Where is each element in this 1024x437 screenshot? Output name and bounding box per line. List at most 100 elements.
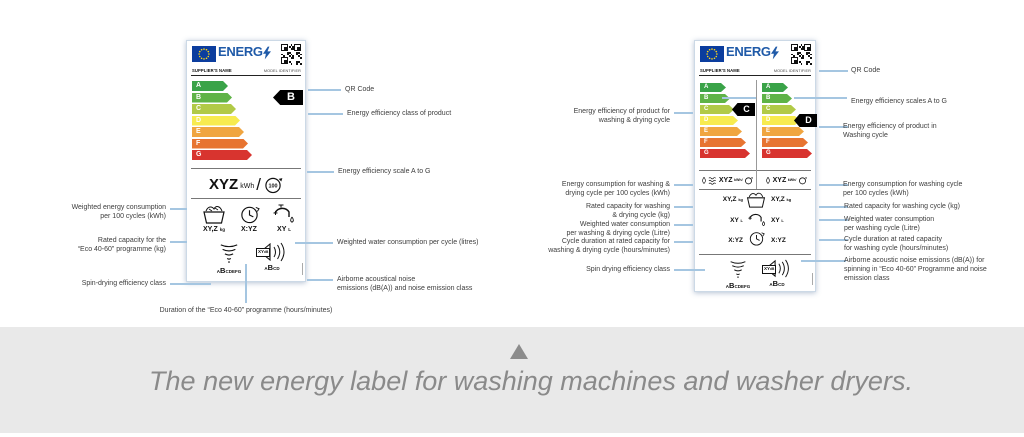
scale-arrow-b: B bbox=[700, 94, 730, 103]
scale-arrow-a: A bbox=[192, 81, 228, 91]
connector-line bbox=[308, 89, 341, 91]
lightning-bolt-icon bbox=[262, 46, 271, 60]
energ-logo-text: ENERG bbox=[218, 44, 263, 59]
scale-arrow-b: B bbox=[192, 93, 232, 103]
spin-class-group: ABCDEFG bbox=[721, 258, 755, 290]
connector-line bbox=[674, 112, 693, 114]
scale-arrow-g: G bbox=[192, 150, 252, 160]
lightning-bolt-icon bbox=[770, 46, 779, 60]
scale-arrow-a: A bbox=[700, 83, 726, 92]
water-tap-icon bbox=[748, 213, 766, 227]
kwh-unit: kWh bbox=[240, 183, 255, 190]
scale-arrow-a: A bbox=[762, 83, 788, 92]
annotation-w-water: Weighted water consumption per washing c… bbox=[844, 216, 935, 232]
spin-dry-icon bbox=[220, 244, 238, 263]
annotation-efficiency-class: Energy efficiency class of product bbox=[347, 110, 452, 117]
annotation-wd-capacity: Rated capacity for washing & drying cycl… bbox=[585, 203, 670, 219]
annotation-water: Weighted water consumption per cycle (li… bbox=[337, 239, 479, 246]
supplier-name: SUPPLIER'S NAME bbox=[700, 68, 740, 73]
duration-group: X:YZ bbox=[234, 204, 264, 233]
annotation-scale-a-g: Energy efficiency scale A to G bbox=[338, 168, 431, 175]
noise-db-box: XYdB bbox=[256, 248, 271, 257]
connector-line bbox=[819, 126, 848, 128]
scale-arrow-d: D bbox=[762, 116, 800, 125]
scale-arrow-c: C bbox=[192, 104, 236, 114]
slash: / bbox=[256, 174, 261, 194]
per-100-cycles-icon: 100 bbox=[265, 177, 283, 193]
annotation-spin-class: Spin drying efficiency class bbox=[586, 266, 670, 273]
noise-db-box: XYdB bbox=[762, 265, 777, 274]
connector-line bbox=[819, 184, 848, 186]
annotation-w-noise: Airborne acoustic noise emissions (dB(A)… bbox=[844, 257, 987, 282]
connector-line bbox=[307, 279, 333, 281]
connector-line bbox=[170, 208, 187, 210]
figure-caption: The new energy label for washing machine… bbox=[149, 366, 913, 396]
connector-line bbox=[170, 283, 211, 285]
scale-arrow-e: E bbox=[700, 127, 742, 136]
class-tag-d: D bbox=[794, 114, 817, 127]
annotation-wd-duration: Cycle duration at rated capacity for was… bbox=[548, 238, 670, 254]
annotation-wd-energy: Energy consumption for washing & drying … bbox=[561, 181, 670, 197]
connector-line bbox=[674, 184, 693, 186]
washer-dryer-label: ENERG SUPPLIER'S NAME MODEL IDENTIFIER A… bbox=[694, 40, 817, 292]
per-100-cycles-icon bbox=[798, 176, 807, 184]
annotation-w-capacity: Rated capacity for washing cycle (kg) bbox=[844, 203, 960, 210]
qr-code-icon bbox=[791, 44, 812, 65]
scale-arrow-b: B bbox=[762, 94, 792, 103]
connector-line bbox=[674, 241, 693, 243]
class-tag-c: C bbox=[732, 103, 755, 116]
connector-line bbox=[819, 206, 848, 208]
water-drop-icon bbox=[702, 176, 706, 184]
per-100-cycles-icon bbox=[745, 176, 753, 184]
washing-machine-label: ENERG SUPPLIER'S NAME MODEL IDENTIFIER A… bbox=[186, 40, 306, 282]
wd-energy-consumption-box: XYZ kWh/ bbox=[699, 171, 755, 189]
clock-icon bbox=[749, 232, 765, 246]
supplier-name: SUPPLIER'S NAME bbox=[192, 68, 232, 73]
kwh-value: XYZ bbox=[209, 176, 239, 193]
annotation-noise: Airborne acoustical noise emissions (dB(… bbox=[337, 276, 473, 292]
annotation-w-efficiency: Energy efficiency of product in Washing … bbox=[843, 123, 937, 139]
connector-line bbox=[674, 269, 705, 271]
drying-waves-icon bbox=[709, 176, 717, 185]
laundry-load-icon bbox=[746, 192, 766, 208]
qr-code-icon bbox=[281, 44, 302, 65]
eu-flag-icon bbox=[192, 46, 216, 62]
connector-line bbox=[819, 239, 848, 241]
noise-class-group: XYdB ABCD bbox=[755, 259, 799, 288]
annotation-scales-a-g: Energy efficiency scales A to G bbox=[851, 98, 947, 105]
annotation-rated-capacity: Rated capacity for the “Eco 40-60” progr… bbox=[77, 237, 166, 253]
energ-logo-text: ENERG bbox=[726, 44, 771, 59]
water-group: XY L bbox=[267, 203, 301, 233]
scale-arrow-d: D bbox=[700, 116, 738, 125]
connector-line bbox=[794, 97, 847, 99]
scale-arrow-f: F bbox=[762, 138, 808, 147]
class-tag-b: B bbox=[273, 90, 303, 105]
noise-class-group: XYdB ABCD bbox=[249, 242, 295, 272]
scale-arrow-e: E bbox=[192, 127, 244, 137]
annotation-w-energy: Energy consumption for washing cycle per… bbox=[843, 181, 963, 197]
connector-line bbox=[674, 224, 693, 226]
annotation-qr-code: QR Code bbox=[345, 86, 375, 93]
regulation-side-mark bbox=[302, 263, 303, 275]
connector-line bbox=[674, 206, 693, 208]
spin-class-group: ABCDEFG bbox=[211, 241, 247, 275]
scale-arrow-c: C bbox=[700, 105, 734, 114]
model-identifier: MODEL IDENTIFIER bbox=[263, 68, 301, 73]
annotation-spin-class: Spin-drying efficiency class bbox=[81, 280, 166, 287]
annotation-wd-efficiency: Energy efficiency of product for washing… bbox=[573, 108, 670, 124]
energy-consumption-row: XYZ kWh / 100 bbox=[187, 171, 305, 198]
svg-text:100: 100 bbox=[268, 183, 277, 189]
connector-line bbox=[307, 171, 334, 173]
annotation-duration: Duration of the “Eco 40-60” programme (h… bbox=[159, 307, 333, 314]
annotation-w-duration: Cycle duration at rated capacity for was… bbox=[844, 236, 949, 252]
eu-flag-icon bbox=[700, 46, 724, 62]
w-energy-consumption-box: XYZ kWh/ bbox=[759, 171, 813, 189]
connector-line bbox=[245, 264, 247, 303]
model-identifier: MODEL IDENTIFIER bbox=[773, 68, 811, 73]
scale-arrow-g: G bbox=[762, 149, 812, 158]
connector-line bbox=[170, 241, 187, 243]
scale-arrow-d: D bbox=[192, 116, 240, 126]
